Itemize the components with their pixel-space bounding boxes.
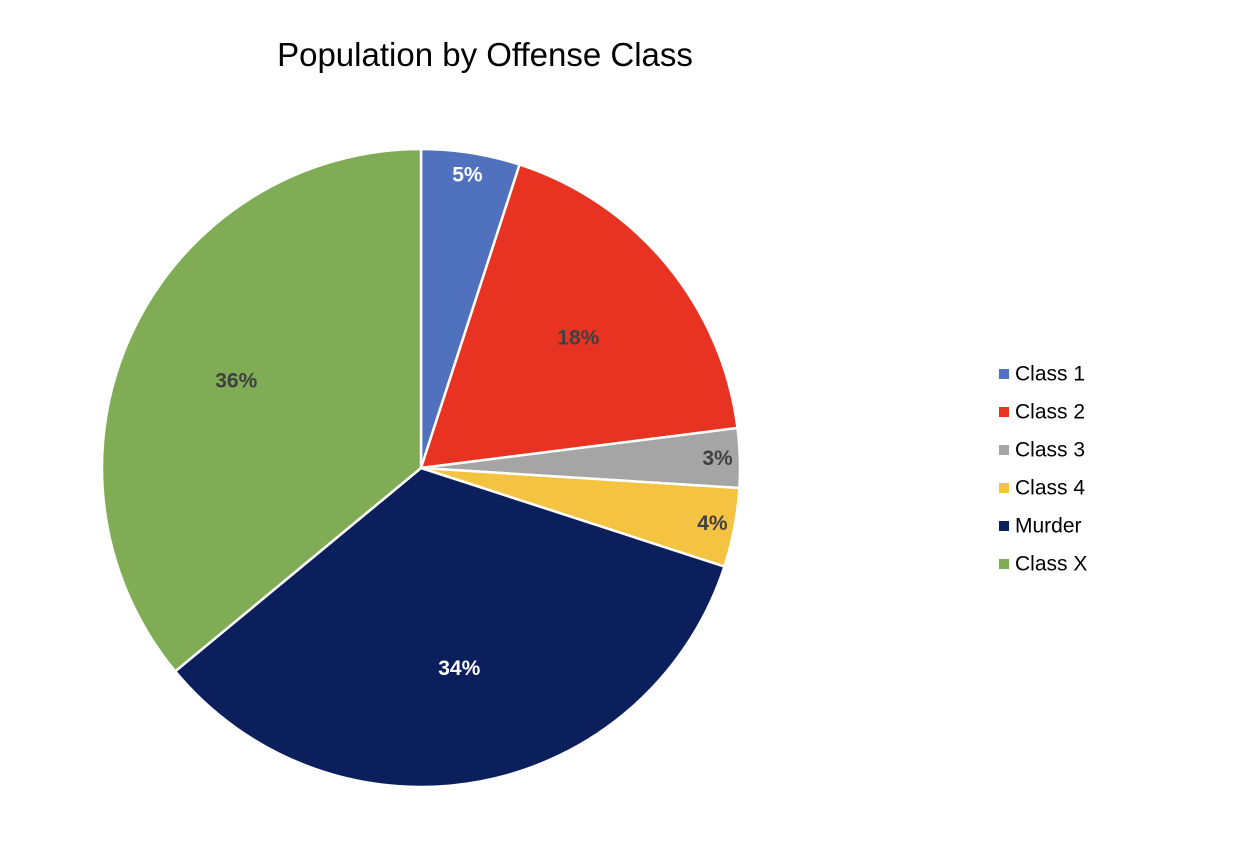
legend-swatch-class-3 <box>999 445 1009 455</box>
legend-label-class-x: Class X <box>1015 553 1087 576</box>
legend-label-class-3: Class 3 <box>1015 439 1085 462</box>
pie-slice-murder <box>173 466 726 789</box>
legend: Class 1 Class 2 Class 3 Class 4 Murder Class … <box>999 363 1087 576</box>
data-label-class-3: 3% <box>702 447 733 470</box>
legend-swatch-class-x <box>999 559 1009 569</box>
pie-slice-class-2 <box>419 163 739 470</box>
legend-label-class-4: Class 4 <box>1015 477 1085 500</box>
chart-title: Population by Offense Class <box>277 36 693 73</box>
data-label-class-x: 36% <box>215 370 257 393</box>
legend-swatch-murder <box>999 521 1009 531</box>
legend-swatch-class-1 <box>999 369 1009 379</box>
legend-label-class-2: Class 2 <box>1015 401 1085 424</box>
pie-slices <box>100 147 742 789</box>
data-label-class-4: 4% <box>697 512 728 535</box>
legend-label-murder: Murder <box>1015 515 1082 538</box>
legend-swatch-class-4 <box>999 483 1009 493</box>
data-label-class-2: 18% <box>557 326 599 349</box>
data-label-class-1: 5% <box>452 163 483 186</box>
legend-swatch-class-2 <box>999 407 1009 417</box>
pie-slice-class-x <box>100 147 423 674</box>
data-labels: 5% 18% 3% 4% 34% 36% <box>215 163 733 680</box>
data-label-murder: 34% <box>438 657 480 680</box>
legend-label-class-1: Class 1 <box>1015 363 1085 386</box>
